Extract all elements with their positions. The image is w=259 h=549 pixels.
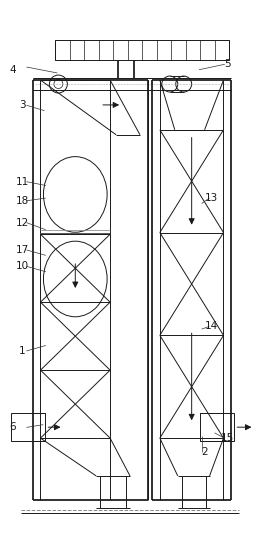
Text: 17: 17 <box>16 245 29 255</box>
Text: 1: 1 <box>19 346 26 356</box>
Text: 4: 4 <box>9 65 16 75</box>
Text: 5: 5 <box>224 59 231 69</box>
Text: 10: 10 <box>16 261 29 271</box>
Text: 11: 11 <box>16 177 29 187</box>
Bar <box>200 413 234 441</box>
Text: 2: 2 <box>201 447 207 457</box>
Text: 12: 12 <box>16 217 29 228</box>
Text: 6: 6 <box>9 422 16 433</box>
Text: 3: 3 <box>19 100 26 110</box>
Bar <box>55 40 229 60</box>
Bar <box>11 413 45 441</box>
Text: 14: 14 <box>205 321 219 332</box>
Text: 18: 18 <box>16 196 29 206</box>
Text: 15: 15 <box>221 433 234 443</box>
Text: 13: 13 <box>205 193 219 203</box>
